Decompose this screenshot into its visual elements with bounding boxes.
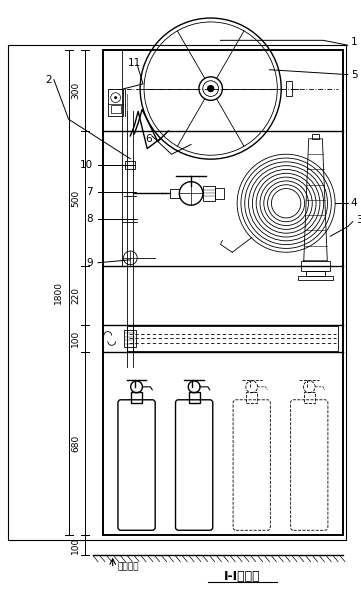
Bar xyxy=(301,261,330,271)
Text: 5: 5 xyxy=(351,70,357,80)
Text: 500: 500 xyxy=(71,190,80,207)
Bar xyxy=(189,392,200,403)
Bar xyxy=(170,188,179,199)
Text: 8: 8 xyxy=(87,214,93,224)
Bar xyxy=(298,275,333,280)
Text: 4: 4 xyxy=(351,198,357,208)
Text: 室内地面: 室内地面 xyxy=(118,562,139,571)
Bar xyxy=(203,185,214,201)
Bar xyxy=(214,188,225,199)
Text: 300: 300 xyxy=(71,82,80,99)
Text: 9: 9 xyxy=(87,258,93,268)
Bar xyxy=(108,89,123,116)
Text: 10: 10 xyxy=(80,160,93,170)
Bar xyxy=(286,81,292,97)
Text: 100: 100 xyxy=(71,536,80,554)
Bar xyxy=(111,106,121,113)
Text: 2: 2 xyxy=(46,74,52,85)
Text: 7: 7 xyxy=(87,187,93,197)
Bar xyxy=(8,45,346,540)
Text: 680: 680 xyxy=(71,435,80,452)
Bar xyxy=(125,330,136,347)
Circle shape xyxy=(208,86,214,92)
Circle shape xyxy=(114,96,117,99)
Bar xyxy=(103,50,343,535)
Bar xyxy=(246,392,257,403)
Text: 6: 6 xyxy=(145,134,152,144)
Bar xyxy=(131,392,142,403)
Text: 1: 1 xyxy=(351,37,357,47)
Bar xyxy=(306,271,325,275)
Text: 3: 3 xyxy=(356,215,361,224)
Bar xyxy=(125,161,135,169)
Bar xyxy=(127,326,338,351)
Text: I-I剑面图: I-I剑面图 xyxy=(224,570,261,583)
Bar xyxy=(304,392,315,403)
Text: 11: 11 xyxy=(128,58,141,68)
Text: 220: 220 xyxy=(71,287,80,304)
Text: 100: 100 xyxy=(71,330,80,347)
Text: 1800: 1800 xyxy=(54,281,63,304)
Bar xyxy=(312,134,319,139)
